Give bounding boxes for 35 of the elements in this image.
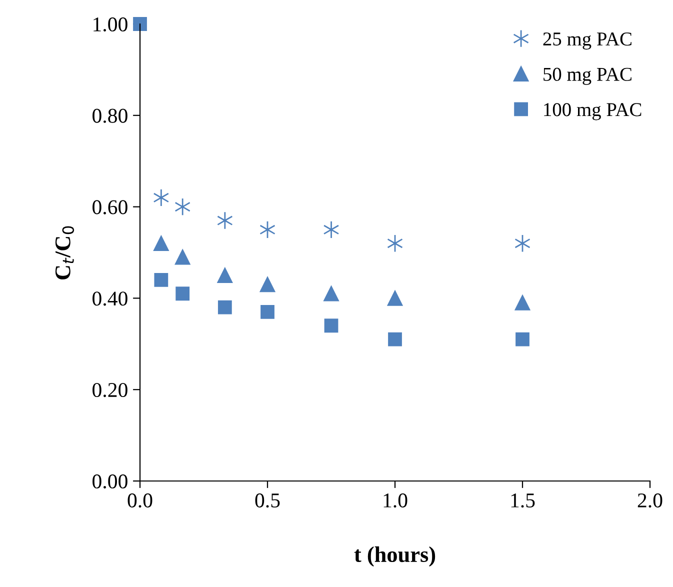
- point: [388, 332, 402, 346]
- point: [154, 272, 168, 287]
- y-tick-label: 0.80: [92, 108, 128, 123]
- x-tick-label: 1.0: [384, 493, 408, 508]
- x-tick-label: 1.5: [511, 494, 535, 508]
- point: [174, 198, 190, 216]
- y-tick-label: 0.60: [92, 200, 128, 214]
- x-tick-label: 2.0: [638, 493, 662, 508]
- x-tick-label: 0.0: [128, 493, 152, 508]
- y-tick-label: 0.20: [92, 382, 128, 398]
- y-tick-label: 0.00: [92, 474, 128, 489]
- point: [324, 286, 339, 302]
- point: [514, 295, 530, 310]
- point: [174, 249, 190, 265]
- y-tick-label: 1.00: [94, 17, 128, 32]
- point: [260, 276, 276, 292]
- point: [217, 211, 233, 230]
- legend-label: 100 mg PAC: [544, 103, 642, 120]
- y-tick-label: 0.40: [92, 292, 128, 306]
- x-tick-label: 0.5: [255, 493, 280, 508]
- legend-label: 25 mg PAC: [543, 32, 632, 50]
- point: [324, 318, 338, 333]
- y-axis-title: C$_{t}$/C$_{0}$: [55, 226, 74, 280]
- point: [217, 268, 233, 283]
- point: [176, 286, 190, 301]
- point: [387, 290, 403, 306]
- point: [133, 17, 147, 31]
- x-axis-title: t (hours): [354, 546, 436, 567]
- point: [323, 220, 340, 239]
- legend-label: 50 mg PAC: [544, 68, 632, 85]
- point: [218, 300, 232, 314]
- point: [154, 236, 169, 251]
- point: [516, 332, 530, 346]
- point: [153, 188, 170, 207]
- point: [260, 304, 274, 319]
